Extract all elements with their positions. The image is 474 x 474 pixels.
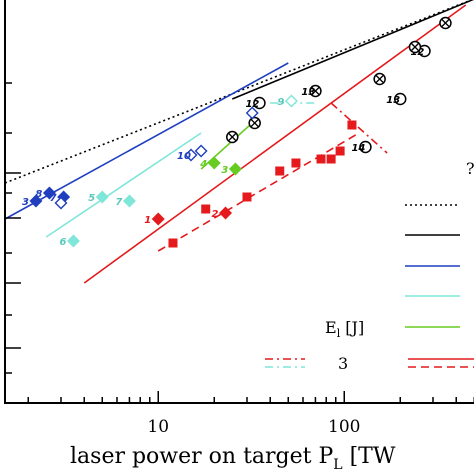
point-1-3-x2 [375,74,385,84]
legend-energy-symbol: E [325,318,337,337]
point-label-7-1: 2 [212,209,219,220]
point-label-0-2: 13 [386,95,400,106]
point-1-2-x2 [310,86,320,96]
fit-line-5 [83,4,467,284]
fit-line-0 [4,0,474,184]
x-tick-label-100: 100 [328,417,360,437]
point-6-1 [228,162,242,176]
point-label-6-1: 3 [221,165,228,176]
x-axis-label-sub: L [333,457,342,473]
legend: El [J] 3? [265,159,474,395]
legend-energy-unit: [J] [340,318,364,337]
point-1-4 [408,40,422,54]
point-8-2 [242,192,252,202]
tick-labels: 10 100 [147,417,360,437]
point-1-1-x2 [250,118,260,128]
point-8-0 [168,238,178,248]
point-label-3-1: 10 [177,151,191,162]
point-4-2 [122,194,136,208]
point-1-5-x2 [440,18,450,28]
point-label-4-0: 6 [59,237,66,248]
legend-box [395,185,474,395]
point-4-0 [66,234,80,248]
point-1-5 [439,16,452,30]
point-label-0-0: 12 [245,99,259,110]
point-0-1 [359,140,372,154]
point-2-0 [29,194,43,208]
legend-energy-label: El [J] [325,318,364,340]
point-3-3 [245,106,259,120]
point-8-1 [201,204,211,214]
point-1-1 [248,116,261,130]
point-6-0 [207,156,221,170]
point-label-2-2: 7 [50,193,57,204]
point-0-2 [393,92,407,106]
x-axis-label-main: laser power on target P [70,444,333,469]
point-3-2 [194,144,208,158]
point-1-2 [309,84,322,98]
point-2-1 [42,186,56,200]
point-7-1 [219,206,233,220]
point-label-1-2: 13 [301,87,315,98]
fit-line-7 [330,102,388,154]
point-label-4-1: 5 [88,193,95,204]
point-8-8 [347,120,357,130]
x-tick-label-10: 10 [147,417,169,437]
axes [4,0,474,404]
point-1-0 [226,130,239,144]
point-0-0 [253,96,266,110]
point-label-2-1: 8 [35,189,42,200]
ticks [5,82,474,403]
point-1-3 [373,72,386,86]
point-3-0 [54,196,68,210]
data-points: 1214131211133871065794312 [22,16,452,248]
point-label-4-2: 7 [115,197,122,208]
point-8-4 [291,158,301,168]
fit-line-3 [45,132,202,238]
point-label-2-0: 3 [22,197,29,208]
x-axis-label-unit: [TW [343,444,396,469]
legend-energy-value: 3 [338,354,348,373]
point-label-6-0: 4 [199,159,207,170]
point-8-3 [275,166,285,176]
point-8-5 [316,154,326,164]
plot-frame [4,0,474,404]
point-label-7-0: 1 [144,215,151,226]
point-1-4-x2 [410,42,420,52]
legend-partial-glyph: ? [466,159,474,178]
point-label-5-0: 9 [277,97,284,108]
point-3-1 [184,148,198,162]
point-7-0 [151,212,165,226]
fit-lines [4,0,474,284]
legend-energy-sub: l [337,327,341,340]
point-4-1 [95,190,109,204]
x-axis-label: laser power on target PL [TW [70,444,396,473]
point-5-0 [284,94,298,108]
point-8-6 [326,154,336,164]
point-1-0-x2 [227,132,237,142]
fit-line-1 [231,0,474,100]
point-label-0-1: 14 [351,143,365,154]
point-8-7 [335,146,345,156]
